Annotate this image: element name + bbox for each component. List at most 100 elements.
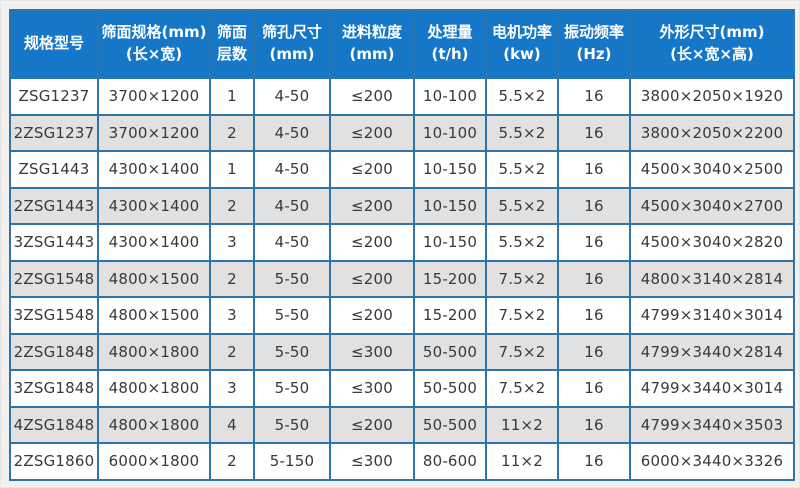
header-line: 层数: [216, 45, 247, 63]
table-cell-capacity: 50-500: [413, 332, 487, 371]
header-line: (长×宽×高): [670, 45, 754, 63]
table-cell-frequency: 16: [557, 405, 631, 444]
table-cell-capacity: 10-100: [413, 77, 487, 116]
table-cell-frequency: 16: [557, 296, 631, 335]
table-cell-dimensions: 4799×3440×3503: [629, 405, 795, 444]
table-cell-hole-size: 5-150: [253, 442, 331, 481]
table-cell-layers: 1: [209, 150, 255, 189]
header-cell-hole-size: 筛孔尺寸 (mm): [253, 9, 331, 79]
table-cell-layers: 2: [209, 332, 255, 371]
table-cell-screen-size: 4800×1800: [97, 369, 211, 408]
header-line: (mm): [269, 45, 315, 63]
table-cell-capacity: 15-200: [413, 259, 487, 298]
table-cell-motor-power: 7.5×2: [485, 296, 559, 335]
table-cell-motor-power: 5.5×2: [485, 77, 559, 116]
table-row: 2ZSG1860 6000×1800 2 5-150 ≤300 80-600 11×2 16 6…: [9, 442, 795, 481]
table-cell-screen-size: 6000×1800: [97, 442, 211, 481]
table-cell-feed-size: ≤200: [329, 113, 415, 152]
table-cell-dimensions: 4500×3040×2500: [629, 150, 795, 189]
table-cell-feed-size: ≤200: [329, 259, 415, 298]
header-cell-feed-size: 进料粒度 (mm): [329, 9, 415, 79]
table-cell-hole-size: 4-50: [253, 113, 331, 152]
table-cell-capacity: 15-200: [413, 296, 487, 335]
table-cell-model: 2ZSG1443: [9, 186, 99, 225]
header-line: (t/h): [431, 45, 469, 63]
table-cell-frequency: 16: [557, 369, 631, 408]
table-cell-model: 2ZSG1848: [9, 332, 99, 371]
header-line: (mm): [349, 45, 395, 63]
spec-table-header: 规格型号 筛面规格(mm) (长×宽) 筛面 层数 筛孔尺寸 (mm) 进料粒度: [9, 9, 795, 79]
table-row: ZSG1443 4300×1400 1 4-50 ≤200 10-150 5.5×2 16 45…: [9, 150, 795, 189]
table-cell-screen-size: 4800×1800: [97, 332, 211, 371]
table-cell-hole-size: 5-50: [253, 369, 331, 408]
table-cell-model: 4ZSG1848: [9, 405, 99, 444]
header-cell-layers: 筛面 层数: [209, 9, 255, 79]
header-line: (kw): [503, 45, 541, 63]
table-cell-layers: 1: [209, 77, 255, 116]
table-row: 3ZSG1443 4300×1400 3 4-50 ≤200 10-150 5.5×2 16 4…: [9, 223, 795, 262]
header-cell-dimensions: 外形尺寸(mm) (长×宽×高): [629, 9, 795, 79]
header-cell-frequency: 振动频率 (Hz): [557, 9, 631, 79]
table-cell-motor-power: 7.5×2: [485, 369, 559, 408]
table-cell-layers: 2: [209, 113, 255, 152]
table-cell-layers: 4: [209, 405, 255, 444]
table-cell-model: ZSG1237: [9, 77, 99, 116]
table-cell-motor-power: 5.5×2: [485, 150, 559, 189]
header-line: 进料粒度: [341, 23, 402, 42]
table-cell-screen-size: 4800×1500: [97, 296, 211, 335]
table-cell-dimensions: 3800×2050×1920: [629, 77, 795, 116]
header-line: (Hz): [576, 45, 612, 63]
table-cell-screen-size: 4800×1500: [97, 259, 211, 298]
table-cell-dimensions: 4500×3040×2820: [629, 223, 795, 262]
header-line: 电机功率: [491, 23, 552, 42]
header-line: 处理量: [427, 23, 473, 42]
table-cell-feed-size: ≤300: [329, 369, 415, 408]
table-cell-model: 2ZSG1237: [9, 113, 99, 152]
table-row: 4ZSG1848 4800×1800 4 5-50 ≤200 50-500 11×2 16 47…: [9, 405, 795, 444]
table-cell-motor-power: 11×2: [485, 405, 559, 444]
table-cell-motor-power: 7.5×2: [485, 332, 559, 371]
table-cell-hole-size: 5-50: [253, 296, 331, 335]
header-cell-screen-size: 筛面规格(mm) (长×宽): [97, 9, 211, 79]
table-cell-hole-size: 4-50: [253, 150, 331, 189]
table-cell-screen-size: 3700×1200: [97, 113, 211, 152]
table-cell-screen-size: 4300×1400: [97, 186, 211, 225]
table-row: 2ZSG1237 3700×1200 2 4-50 ≤200 10-100 5.5×2 16 3…: [9, 113, 795, 152]
table-cell-layers: 3: [209, 369, 255, 408]
header-line: 筛面: [216, 23, 247, 42]
table-cell-dimensions: 4500×3040×2700: [629, 186, 795, 225]
table-cell-hole-size: 5-50: [253, 405, 331, 444]
table-cell-dimensions: 4799×3140×3014: [629, 296, 795, 335]
header-row: 规格型号 筛面规格(mm) (长×宽) 筛面 层数 筛孔尺寸 (mm) 进料粒度: [9, 9, 795, 79]
table-cell-capacity: 50-500: [413, 369, 487, 408]
header-cell-model: 规格型号: [9, 9, 99, 79]
table-cell-layers: 3: [209, 296, 255, 335]
table-cell-capacity: 10-150: [413, 150, 487, 189]
table-cell-hole-size: 4-50: [253, 186, 331, 225]
table-cell-hole-size: 5-50: [253, 259, 331, 298]
table-cell-model: ZSG1443: [9, 150, 99, 189]
table-row: 2ZSG1548 4800×1500 2 5-50 ≤200 15-200 7.5×2 16 4…: [9, 259, 795, 298]
table-cell-frequency: 16: [557, 259, 631, 298]
table-cell-screen-size: 4300×1400: [97, 150, 211, 189]
table-cell-hole-size: 5-50: [253, 332, 331, 371]
table-cell-motor-power: 5.5×2: [485, 223, 559, 262]
table-cell-layers: 2: [209, 186, 255, 225]
table-cell-dimensions: 4799×3440×3014: [629, 369, 795, 408]
table-row: 2ZSG1443 4300×1400 2 4-50 ≤200 10-150 5.5×2 16 4…: [9, 186, 795, 225]
table-cell-model: 3ZSG1548: [9, 296, 99, 335]
table-cell-model: 3ZSG1443: [9, 223, 99, 262]
header-cell-motor-power: 电机功率 (kw): [485, 9, 559, 79]
table-cell-dimensions: 6000×3440×3326: [629, 442, 795, 481]
table-cell-dimensions: 4800×3140×2814: [629, 259, 795, 298]
table-cell-capacity: 10-150: [413, 186, 487, 225]
table-cell-feed-size: ≤200: [329, 150, 415, 189]
table-cell-feed-size: ≤200: [329, 296, 415, 335]
header-line: (长×宽): [125, 45, 183, 63]
table-cell-frequency: 16: [557, 150, 631, 189]
table-cell-layers: 2: [209, 259, 255, 298]
table-row: 2ZSG1848 4800×1800 2 5-50 ≤300 50-500 7.5×2 16 4…: [9, 332, 795, 371]
header-line: 筛面规格(mm): [101, 23, 207, 42]
table-cell-motor-power: 5.5×2: [485, 186, 559, 225]
